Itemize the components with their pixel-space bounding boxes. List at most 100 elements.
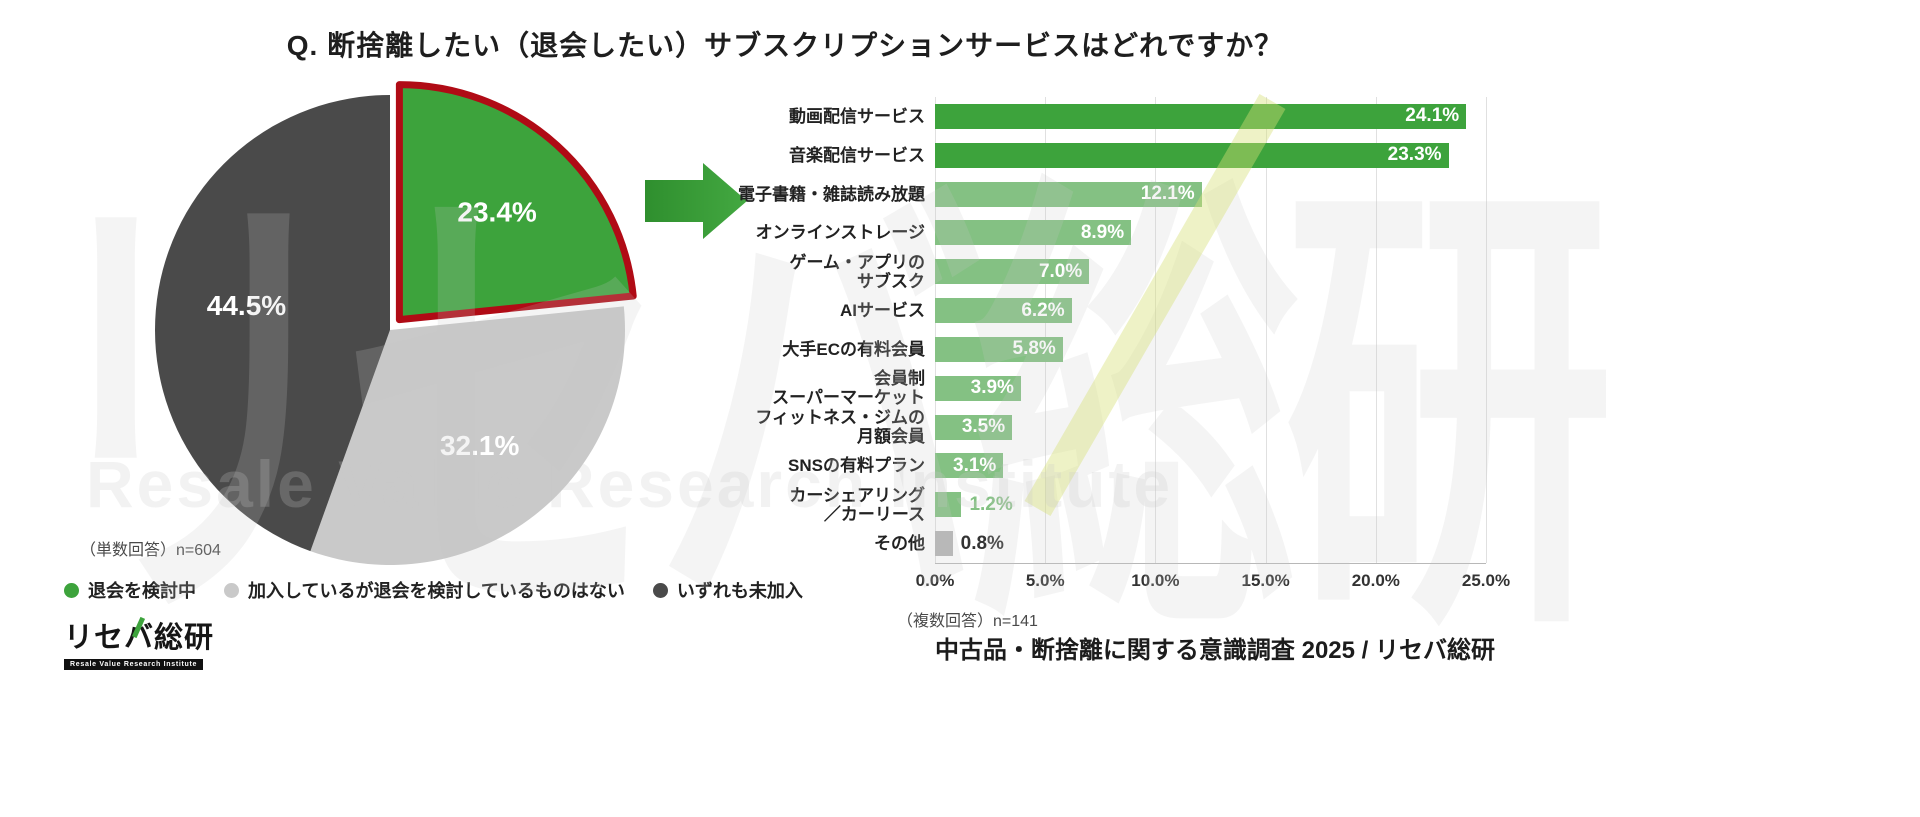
bar-value-label: 6.2% bbox=[1021, 299, 1065, 321]
bar-category-label: その他 bbox=[874, 534, 925, 553]
bar-row: オンラインストレージ 8.9% bbox=[685, 213, 1495, 252]
bar-category-label: 大手ECの有料会員 bbox=[782, 339, 925, 359]
bar-row: カーシェアリング ／カーリース 1.2% bbox=[685, 485, 1495, 524]
gridline bbox=[1045, 97, 1047, 563]
bar-gridlines bbox=[935, 97, 1487, 564]
page-title: Q. 断捨離したい（退会したい）サブスクリプションサービスはどれですか？ bbox=[286, 30, 1284, 61]
bar-value-label: 5.8% bbox=[1012, 338, 1056, 360]
bar-category-label: 動画配信サービス bbox=[789, 106, 925, 126]
bar-value-label: 12.1% bbox=[1140, 183, 1195, 205]
pie-legend: 退会を検討中 加入しているが退会を検討しているものはない いずれも未加入 bbox=[64, 577, 803, 603]
bar-row: AIサービス 6.2% bbox=[685, 291, 1495, 330]
bar-track: 6.2% bbox=[935, 298, 1486, 324]
bar-category-label: 会員制 スーパーマーケット bbox=[772, 369, 925, 408]
bar-rows: 動画配信サービス 24.1% 音楽配信サービス 23.3% 電子書籍・雑誌読み放題 12.… bbox=[685, 97, 1495, 564]
x-tick-label: 15.0% bbox=[1241, 570, 1290, 590]
bar-row: フィットネス・ジムの 月額会員 3.5% bbox=[685, 408, 1495, 447]
bar-track: 7.0% bbox=[935, 259, 1486, 285]
x-axis: 0.0% 5.0% 10.0% 15.0% 20.0% 25.0% bbox=[685, 570, 1510, 597]
bar: 3.5% bbox=[935, 414, 1013, 440]
bar-category-label: カーシェアリング ／カーリース bbox=[789, 485, 925, 524]
bar-value-label: 7.0% bbox=[1038, 260, 1083, 282]
pie-slice bbox=[395, 81, 637, 324]
gridline bbox=[1155, 97, 1157, 563]
x-tick-label: 10.0% bbox=[1131, 570, 1180, 590]
pie-slice bbox=[155, 95, 390, 552]
bar-value-label: 24.1% bbox=[1405, 105, 1460, 127]
bar: 7.0% bbox=[935, 259, 1090, 285]
bar-value-label: 0.8% bbox=[960, 532, 1004, 554]
bar: 3.9% bbox=[935, 375, 1021, 401]
logo-subtitle: Resale Value Research Institute bbox=[64, 659, 204, 670]
bar-row: 会員制 スーパーマーケット 3.9% bbox=[685, 369, 1495, 408]
bar-row: 音楽配信サービス 23.3% bbox=[685, 136, 1495, 175]
legend-dot-icon bbox=[64, 582, 79, 598]
legend-item: いずれも未加入 bbox=[652, 577, 803, 603]
bar bbox=[935, 492, 962, 518]
bar: 12.1% bbox=[935, 181, 1202, 207]
bar: 6.2% bbox=[935, 298, 1072, 324]
bar-row: 大手ECの有料会員 5.8% bbox=[685, 330, 1495, 369]
pie-value-label: 32.1% bbox=[440, 430, 519, 461]
bar-track: 3.5% bbox=[935, 414, 1486, 440]
gridline bbox=[1486, 97, 1487, 563]
bar-sample-note: （複数回答）n=141 bbox=[897, 613, 1038, 630]
bar-track: 12.1% bbox=[935, 181, 1486, 207]
bar-category-label: 電子書籍・雑誌読み放題 bbox=[738, 184, 925, 204]
bar-track: 23.3% bbox=[935, 142, 1486, 168]
flow-arrow-icon bbox=[645, 163, 747, 239]
bar-value-label: 3.9% bbox=[970, 377, 1014, 399]
bar-value-label: 3.1% bbox=[953, 454, 997, 476]
pie-value-label: 44.5% bbox=[207, 290, 286, 321]
bar-category-label: オンラインストレージ bbox=[755, 223, 925, 243]
gridline bbox=[935, 97, 936, 563]
legend-label: いずれも未加入 bbox=[676, 581, 803, 601]
legend-label: 退会を検討中 bbox=[88, 581, 196, 601]
bar-value-label: 3.5% bbox=[961, 416, 1006, 438]
legend-label: 加入しているが退会を検討しているものはない bbox=[248, 581, 625, 601]
bar: 3.1% bbox=[935, 453, 1004, 479]
bar-track: 1.2% bbox=[935, 492, 1486, 518]
x-tick-label: 5.0% bbox=[1025, 570, 1065, 590]
bar-category-label: 音楽配信サービス bbox=[789, 145, 925, 165]
bar-row: ゲーム・アプリの サブスク 7.0% bbox=[685, 252, 1495, 291]
bar-category-label: AIサービス bbox=[840, 301, 925, 321]
pie-value-label: 23.4% bbox=[457, 197, 536, 228]
bar-category-label: SNSの有料プラン bbox=[788, 456, 925, 476]
bar: 8.9% bbox=[935, 220, 1132, 246]
bar-category-label: ゲーム・アプリの サブスク bbox=[789, 252, 926, 291]
legend-dot-icon bbox=[224, 582, 239, 598]
x-tick-label: 20.0% bbox=[1351, 570, 1400, 590]
bar-chart: 動画配信サービス 24.1% 音楽配信サービス 23.3% 電子書籍・雑誌読み放題 12.… bbox=[685, 97, 1510, 630]
bar-track: 3.1% bbox=[935, 453, 1486, 479]
survey-credit: 中古品・断捨離に関する意識調査 2025 / リセバ総研 bbox=[934, 637, 1495, 664]
bar: 5.8% bbox=[935, 336, 1063, 362]
pie-chart: 23.4% 32.1% 44.5% bbox=[155, 81, 637, 565]
bar-category-label: フィットネス・ジムの 月額会員 bbox=[755, 408, 925, 447]
bar-track: 8.9% bbox=[935, 220, 1486, 246]
bar-value-label: 8.9% bbox=[1080, 221, 1125, 243]
gridline bbox=[1375, 97, 1377, 563]
bar: 24.1% bbox=[935, 103, 1467, 129]
legend-item: 加入しているが退会を検討しているものはない bbox=[224, 577, 625, 603]
bar-track: 3.9% bbox=[935, 375, 1486, 401]
bar-row: 電子書籍・雑誌読み放題 12.1% bbox=[685, 175, 1495, 214]
bar-row: 動画配信サービス 24.1% bbox=[685, 97, 1495, 136]
x-tick-label: 0.0% bbox=[915, 570, 955, 590]
footer-logo: リセバ総研 Resale Value Research Institute bbox=[64, 614, 214, 670]
pie-sample-note: （単数回答）n=604 bbox=[80, 542, 221, 559]
bar: 23.3% bbox=[935, 142, 1449, 168]
legend-dot-icon bbox=[652, 582, 668, 598]
x-tick-label: 25.0% bbox=[1461, 570, 1511, 590]
bar-track: 0.8% bbox=[935, 531, 1486, 557]
legend-item: 退会を検討中 bbox=[64, 577, 196, 603]
bar bbox=[935, 531, 953, 557]
gridline bbox=[1265, 97, 1267, 563]
bar-value-label: 23.3% bbox=[1387, 144, 1442, 166]
bar-track: 5.8% bbox=[935, 336, 1486, 362]
bar-row: その他 0.8% bbox=[685, 524, 1495, 563]
bar-row: SNSの有料プラン 3.1% bbox=[685, 446, 1495, 485]
pie-slice bbox=[310, 306, 625, 565]
bar-track: 24.1% bbox=[935, 103, 1486, 129]
